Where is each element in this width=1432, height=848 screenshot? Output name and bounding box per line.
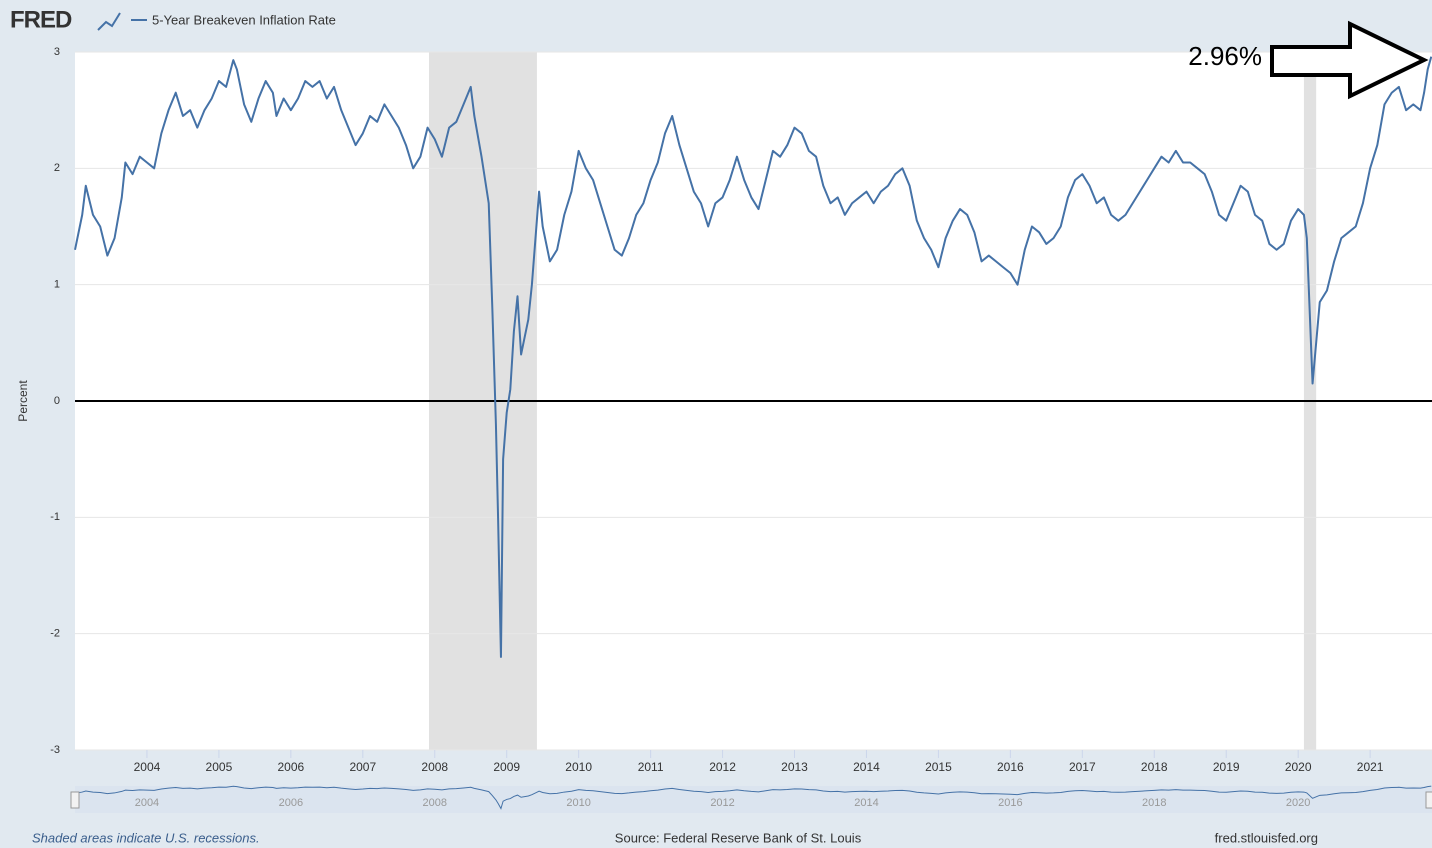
x-tick-label: 2009 (493, 760, 520, 774)
x-tick-label: 2008 (421, 760, 448, 774)
x-tick-label: 2007 (349, 760, 376, 774)
navigator-line (74, 785, 1432, 810)
logo-icon (97, 12, 121, 31)
x-tick-label: 2015 (925, 760, 952, 774)
x-tick-label: 2006 (278, 760, 305, 774)
navigator-label: 2018 (1142, 797, 1166, 809)
navigator-label: 2004 (135, 797, 159, 809)
footer-source: Source: Federal Reserve Bank of St. Loui… (615, 830, 862, 845)
x-tick-label: 2019 (1213, 760, 1240, 774)
navigator-handle[interactable] (1425, 791, 1432, 809)
x-tick-label: 2010 (565, 760, 592, 774)
logo: FRED (10, 6, 121, 33)
y-axis-label: Percent (16, 380, 30, 422)
y-tick-label: 3 (54, 46, 60, 58)
footer-link[interactable]: fred.stlouisfed.org (1215, 830, 1318, 845)
x-tick-label: 2013 (781, 760, 808, 774)
x-tick-label: 2014 (853, 760, 880, 774)
y-tick-label: 1 (54, 279, 60, 291)
y-tick-label: -2 (50, 628, 60, 640)
x-tick-label: 2004 (134, 760, 161, 774)
x-tick-label: 2017 (1069, 760, 1096, 774)
data-line (74, 56, 1432, 658)
y-tick-label: -1 (50, 511, 60, 523)
navigator-label: 2008 (423, 797, 447, 809)
annotation-arrow (1270, 20, 1429, 100)
navigator-label: 2006 (279, 797, 303, 809)
navigator-label: 2010 (566, 797, 590, 809)
x-tick-label: 2016 (997, 760, 1024, 774)
y-tick-label: 0 (54, 395, 60, 407)
y-tick-label: -3 (50, 744, 60, 756)
x-tick-label: 2005 (206, 760, 233, 774)
footer-note: Shaded areas indicate U.S. recessions. (32, 830, 260, 845)
navigator-label: 2020 (1286, 797, 1310, 809)
x-tick-label: 2012 (709, 760, 736, 774)
x-tick-label: 2018 (1141, 760, 1168, 774)
y-tick-label: 2 (54, 162, 60, 174)
x-tick-label: 2021 (1357, 760, 1384, 774)
annotation-text: 2.96% (1188, 41, 1262, 71)
legend-label: 5-Year Breakeven Inflation Rate (152, 12, 336, 27)
navigator-label: 2012 (710, 797, 734, 809)
annotation: 2.96% (1188, 20, 1429, 100)
x-tick-label: 2011 (638, 760, 664, 774)
logo-text: FRED (10, 6, 72, 33)
navigator-handle[interactable] (70, 791, 80, 809)
navigator-label: 2016 (998, 797, 1022, 809)
x-tick-label: 2020 (1285, 760, 1312, 774)
navigator-label: 2014 (854, 797, 878, 809)
